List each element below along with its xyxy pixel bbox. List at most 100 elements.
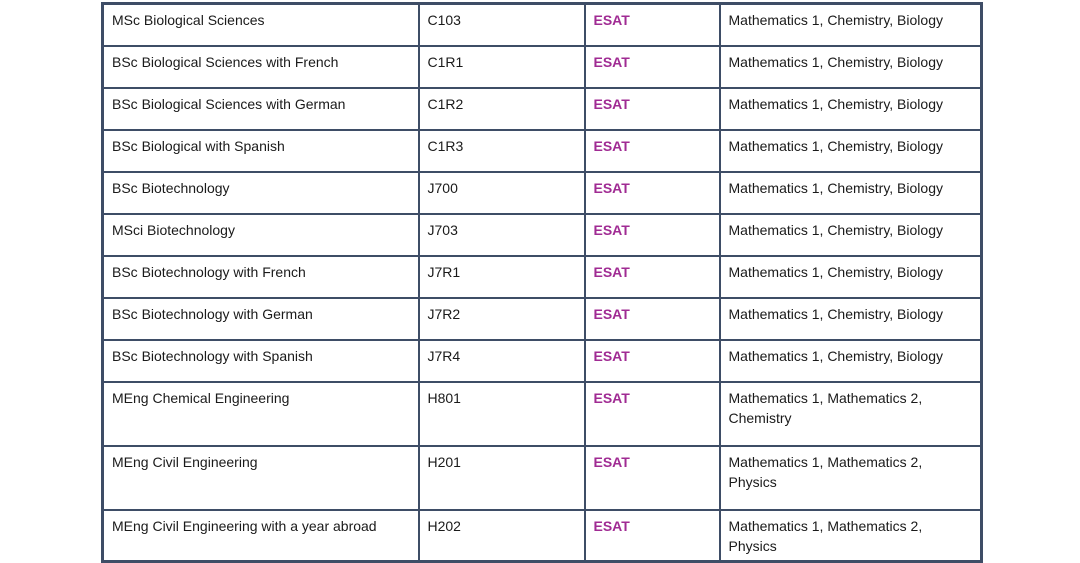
test-subjects: Mathematics 1, Mathematics 2, Chemistry	[728, 389, 923, 426]
test-subjects: Mathematics 1, Chemistry, Biology	[728, 53, 943, 70]
course-code-cell: J7R2	[417, 296, 586, 341]
test-subjects: Mathematics 1, Mathematics 2, Physics	[728, 453, 923, 490]
table-row: MEng Chemical Engineering H801 ESAT Math…	[101, 380, 983, 447]
course-name-cell: BSc Biological Sciences with German	[101, 86, 420, 131]
admissions-test-cell: ESAT	[583, 128, 721, 173]
admissions-test-cell: ESAT	[583, 508, 721, 562]
test-subjects-cell: Mathematics 1, Chemistry, Biology	[718, 2, 983, 47]
test-subjects: Mathematics 1, Chemistry, Biology	[728, 179, 943, 196]
esat-test-link[interactable]: ESAT	[593, 53, 630, 70]
course-code-cell: H201	[417, 444, 586, 511]
course-name: MEng Civil Engineering with a year abroa…	[112, 517, 377, 534]
course-name-cell: BSc Biotechnology with French	[101, 254, 420, 299]
table-row: BSc Biotechnology with French J7R1 ESAT …	[101, 254, 983, 299]
course-name: BSc Biological Sciences with French	[112, 53, 339, 70]
course-code: H202	[427, 517, 461, 534]
table-body: MSc Biological Sciences C103 ESAT Mathem…	[101, 2, 983, 562]
course-code-cell: C1R1	[417, 44, 586, 89]
course-name: BSc Biotechnology with French	[112, 263, 306, 280]
table-row: MSci Biotechnology J703 ESAT Mathematics…	[101, 212, 983, 257]
course-name-cell: BSc Biotechnology with German	[101, 296, 420, 341]
admissions-test-cell: ESAT	[583, 444, 721, 511]
course-name: MEng Civil Engineering	[112, 453, 258, 470]
test-subjects-cell: Mathematics 1, Chemistry, Biology	[718, 296, 983, 341]
course-code-cell: J7R1	[417, 254, 586, 299]
test-subjects-cell: Mathematics 1, Chemistry, Biology	[718, 170, 983, 215]
esat-test-link[interactable]: ESAT	[593, 453, 630, 470]
test-subjects: Mathematics 1, Chemistry, Biology	[728, 263, 943, 280]
esat-test-link[interactable]: ESAT	[593, 347, 630, 364]
course-name: MEng Chemical Engineering	[112, 389, 290, 406]
admissions-test-cell: ESAT	[583, 254, 721, 299]
test-subjects-cell: Mathematics 1, Chemistry, Biology	[718, 44, 983, 89]
course-name-cell: MEng Civil Engineering with a year abroa…	[101, 508, 420, 562]
admissions-test-cell: ESAT	[583, 212, 721, 257]
course-code: J700	[427, 179, 458, 196]
esat-test-link[interactable]: ESAT	[593, 305, 630, 322]
course-code-cell: J703	[417, 212, 586, 257]
course-name-cell: BSc Biotechnology with Spanish	[101, 338, 420, 383]
course-name: BSc Biological Sciences with German	[112, 95, 346, 112]
course-name: BSc Biotechnology with German	[112, 305, 313, 322]
admissions-test-cell: ESAT	[583, 2, 721, 47]
test-subjects: Mathematics 1, Chemistry, Biology	[728, 347, 943, 364]
course-code: C1R2	[427, 95, 464, 112]
test-subjects-cell: Mathematics 1, Mathematics 2, Physics	[718, 444, 983, 511]
test-subjects: Mathematics 1, Chemistry, Biology	[728, 305, 943, 322]
course-code: J7R4	[427, 347, 461, 364]
course-code: C103	[427, 12, 461, 28]
course-requirements-table: MSc Biological Sciences C103 ESAT Mathem…	[101, 2, 983, 563]
test-subjects-cell: Mathematics 1, Mathematics 2, Physics	[718, 508, 983, 562]
course-code: C1R1	[427, 53, 464, 70]
course-code-cell: C1R3	[417, 128, 586, 173]
esat-test-link[interactable]: ESAT	[593, 263, 630, 280]
admissions-test-cell: ESAT	[583, 86, 721, 131]
course-name: BSc Biotechnology	[112, 179, 230, 196]
esat-test-link[interactable]: ESAT	[593, 12, 630, 28]
course-code-cell: H801	[417, 380, 586, 447]
course-code-cell: J700	[417, 170, 586, 215]
course-name-cell: MSc Biological Sciences	[101, 2, 420, 47]
course-name-cell: MEng Chemical Engineering	[101, 380, 420, 447]
course-name: MSc Biological Sciences	[112, 12, 265, 28]
test-subjects-cell: Mathematics 1, Chemistry, Biology	[718, 254, 983, 299]
test-subjects-cell: Mathematics 1, Chemistry, Biology	[718, 128, 983, 173]
course-name: BSc Biotechnology with Spanish	[112, 347, 313, 364]
course-name: BSc Biological with Spanish	[112, 137, 285, 154]
table-row: MEng Civil Engineering H201 ESAT Mathema…	[101, 444, 983, 511]
table-row: BSc Biotechnology with Spanish J7R4 ESAT…	[101, 338, 983, 383]
esat-test-link[interactable]: ESAT	[593, 221, 630, 238]
course-code-cell: J7R4	[417, 338, 586, 383]
test-subjects: Mathematics 1, Chemistry, Biology	[728, 12, 943, 28]
course-code: J7R2	[427, 305, 461, 322]
esat-test-link[interactable]: ESAT	[593, 95, 630, 112]
table-row: MEng Civil Engineering with a year abroa…	[101, 508, 983, 562]
table-row: BSc Biotechnology J700 ESAT Mathematics …	[101, 170, 983, 215]
course-code: C1R3	[427, 137, 464, 154]
course-name: MSci Biotechnology	[112, 221, 235, 238]
test-subjects: Mathematics 1, Chemistry, Biology	[728, 221, 943, 238]
esat-test-link[interactable]: ESAT	[593, 179, 630, 196]
admissions-test-cell: ESAT	[583, 380, 721, 447]
document-table-region: MSc Biological Sciences C103 ESAT Mathem…	[101, 2, 983, 563]
test-subjects-cell: Mathematics 1, Mathematics 2, Chemistry	[718, 380, 983, 447]
test-subjects: Mathematics 1, Chemistry, Biology	[728, 95, 943, 112]
course-name-cell: BSc Biotechnology	[101, 170, 420, 215]
test-subjects: Mathematics 1, Chemistry, Biology	[728, 137, 943, 154]
esat-test-link[interactable]: ESAT	[593, 137, 630, 154]
table-row: BSc Biological with Spanish C1R3 ESAT Ma…	[101, 128, 983, 173]
table-row: MSc Biological Sciences C103 ESAT Mathem…	[101, 2, 983, 47]
test-subjects-cell: Mathematics 1, Chemistry, Biology	[718, 212, 983, 257]
table-row: BSc Biological Sciences with German C1R2…	[101, 86, 983, 131]
course-code-cell: C103	[417, 2, 586, 47]
course-name-cell: MSci Biotechnology	[101, 212, 420, 257]
course-code-cell: H202	[417, 508, 586, 562]
esat-test-link[interactable]: ESAT	[593, 389, 630, 406]
course-name-cell: BSc Biological with Spanish	[101, 128, 420, 173]
test-subjects-cell: Mathematics 1, Chemistry, Biology	[718, 338, 983, 383]
admissions-test-cell: ESAT	[583, 170, 721, 215]
course-code: J7R1	[427, 263, 461, 280]
admissions-test-cell: ESAT	[583, 338, 721, 383]
table-row: BSc Biotechnology with German J7R2 ESAT …	[101, 296, 983, 341]
esat-test-link[interactable]: ESAT	[593, 517, 630, 534]
